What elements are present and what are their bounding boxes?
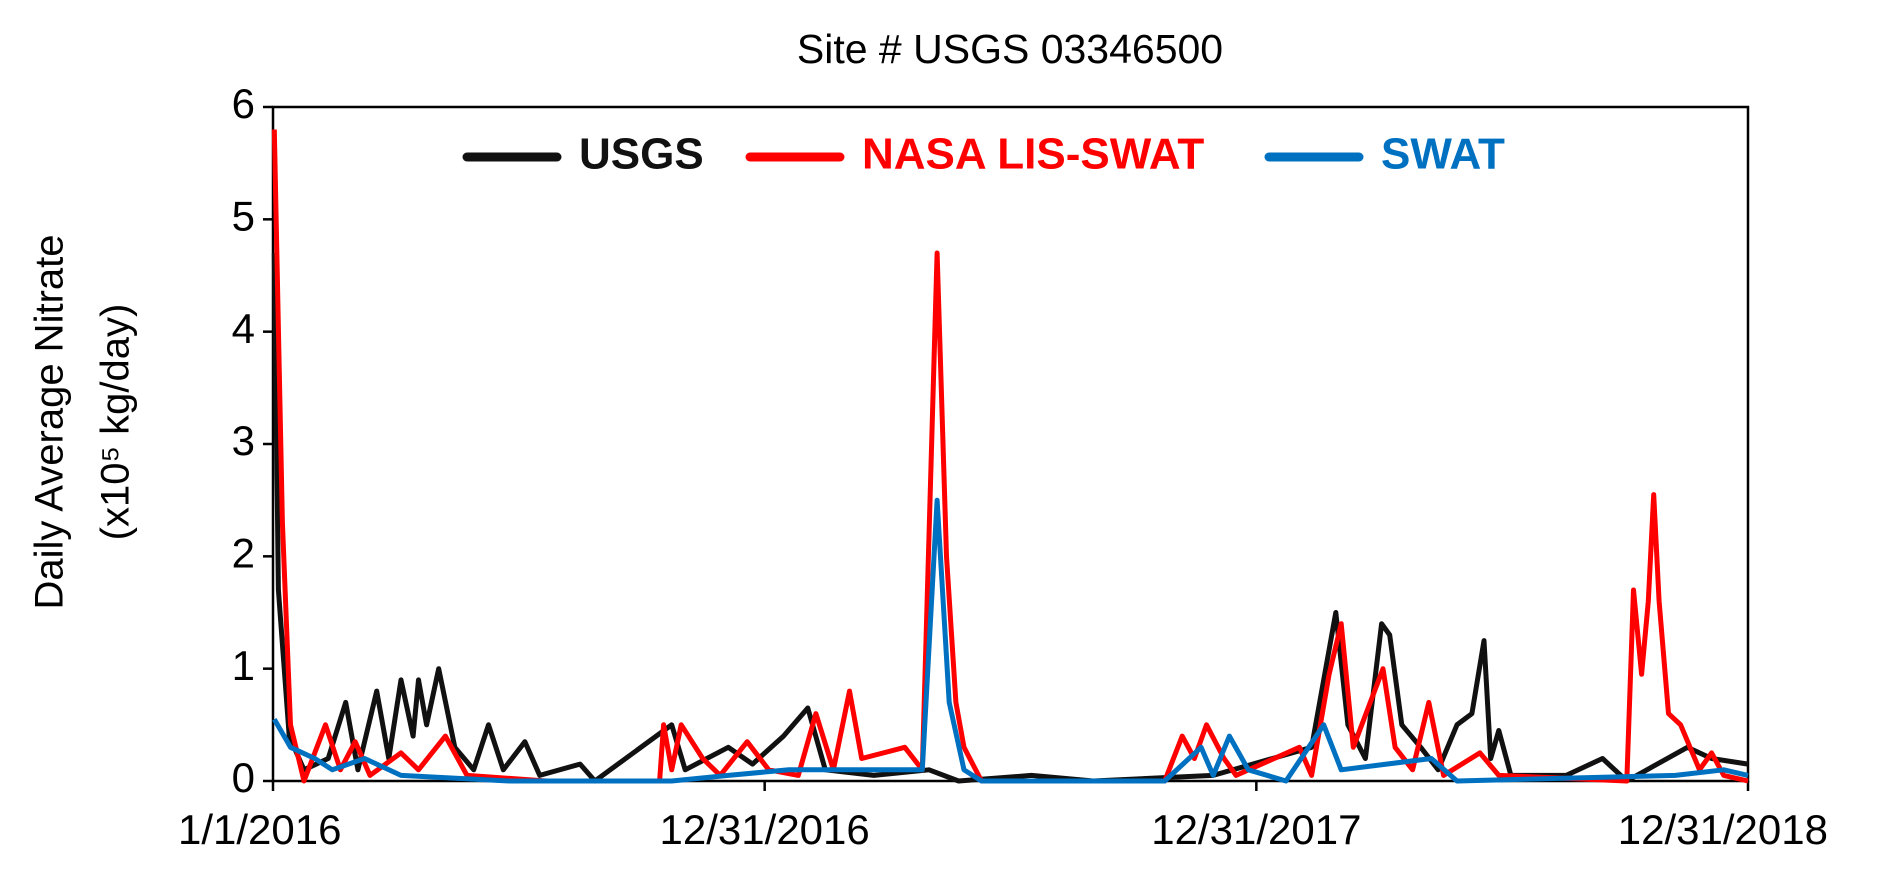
- y-tick-label: 2: [232, 529, 255, 576]
- legend-label: USGS: [579, 130, 704, 179]
- y-tick-label: 1: [232, 642, 255, 689]
- y-tick-label: 4: [232, 305, 255, 352]
- y-tick-label: 5: [232, 192, 255, 239]
- y-axis-label: Daily Average Nitrate: [28, 235, 72, 610]
- y-tick-label: 0: [232, 754, 255, 801]
- legend-label: SWAT: [1381, 130, 1505, 179]
- x-tick-label: 12/31/2016: [660, 806, 870, 853]
- series-line: [272, 497, 1749, 784]
- series-line: [271, 252, 1749, 784]
- x-tick-label: 12/31/2018: [1618, 806, 1828, 853]
- plot-frame: [271, 105, 1750, 783]
- y-axis-label: (x10⁵ kg/day): [94, 304, 138, 541]
- y-tick-label: 6: [232, 80, 255, 127]
- x-tick-label: 12/31/2017: [1151, 806, 1361, 853]
- chart-title: Site # USGS 03346500: [797, 26, 1223, 72]
- x-tick-label: 1/1/2016: [178, 806, 342, 853]
- legend-label: NASA LIS-SWAT: [862, 130, 1204, 179]
- series-line: [271, 129, 1749, 784]
- y-tick-label: 3: [232, 417, 255, 464]
